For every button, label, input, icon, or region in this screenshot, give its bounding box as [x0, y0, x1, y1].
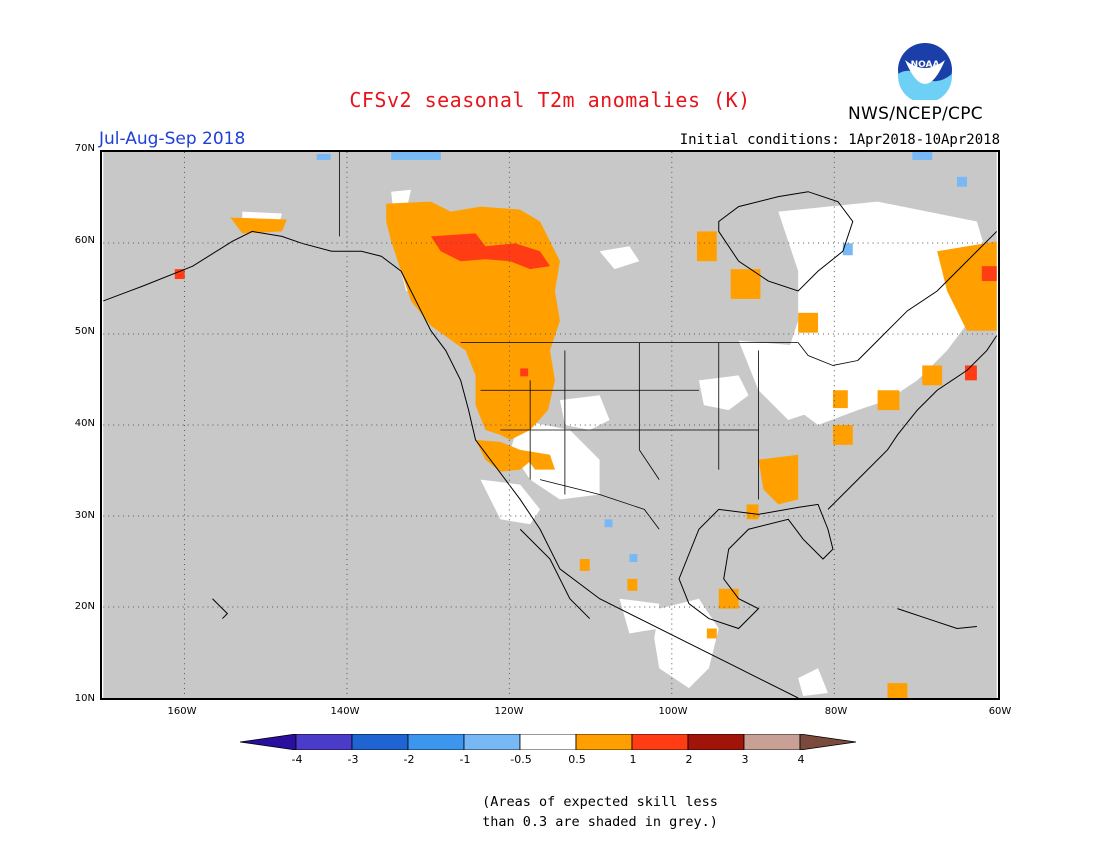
political-borders [339, 152, 858, 530]
lon-label-140w: 140W [330, 706, 360, 717]
colorbar-swatch [799, 734, 857, 750]
lon-label-160w: 160W [167, 706, 197, 717]
agency-label: NWS/NCEP/CPC [848, 104, 983, 124]
lat-label-70n: 70N [74, 143, 95, 154]
colorbar [240, 734, 857, 750]
colorbar-swatch [519, 734, 577, 750]
lon-label-80w: 80W [824, 706, 848, 717]
anomaly-map [100, 150, 1000, 700]
lon-label-60w: 60W [988, 706, 1012, 717]
strong-warm-anomaly-areas [174, 233, 997, 381]
colorbar-swatch [351, 734, 409, 750]
initial-conditions: Initial conditions: 1Apr2018-10Apr2018 [679, 132, 1000, 148]
skill-note-line-1: (Areas of expected skill less [482, 794, 718, 810]
lat-label-40n: 40N [74, 418, 95, 429]
logo-lettering: NOAA [911, 60, 940, 70]
weak-cool-anomaly-areas [316, 152, 967, 562]
colorbar-label: -0.5 [510, 753, 532, 766]
lat-label-60n: 60N [74, 235, 95, 246]
colorbar-label: 2 [685, 753, 693, 766]
colorbar-swatch [407, 734, 465, 750]
colorbar-label: 3 [741, 753, 749, 766]
season-label: Jul-Aug-Sep 2018 [99, 129, 246, 149]
colorbar-label: -1 [459, 753, 471, 766]
lat-label-10n: 10N [74, 693, 95, 704]
colorbar-swatch [575, 734, 633, 750]
skill-note-line-2: than 0.3 are shaded in grey.) [482, 814, 718, 830]
noaa-logo-icon: NOAA [896, 41, 954, 100]
lat-label-20n: 20N [74, 601, 95, 612]
colorbar-label: -4 [291, 753, 303, 766]
colorbar-label: -3 [347, 753, 359, 766]
colorbar-swatch [463, 734, 521, 750]
lat-label-30n: 30N [74, 510, 95, 521]
lon-label-100w: 100W [658, 706, 688, 717]
lon-label-120w: 120W [494, 706, 524, 717]
lat-lon-grid [103, 152, 997, 698]
colorbar-label: 4 [797, 753, 805, 766]
colorbar-label: -2 [403, 753, 415, 766]
colorbar-label: 0.5 [568, 753, 586, 766]
colorbar-swatch [295, 734, 353, 750]
lat-label-50n: 50N [74, 326, 95, 337]
colorbar-swatch [743, 734, 801, 750]
colorbar-label: 1 [629, 753, 637, 766]
colorbar-swatch [240, 734, 297, 750]
skill-note: (Areas of expected skill less than 0.3 a… [400, 792, 800, 832]
map-title: CFSv2 seasonal T2m anomalies (K) [349, 88, 751, 112]
coastlines [103, 191, 998, 698]
colorbar-swatch [631, 734, 689, 750]
colorbar-swatch [687, 734, 745, 750]
